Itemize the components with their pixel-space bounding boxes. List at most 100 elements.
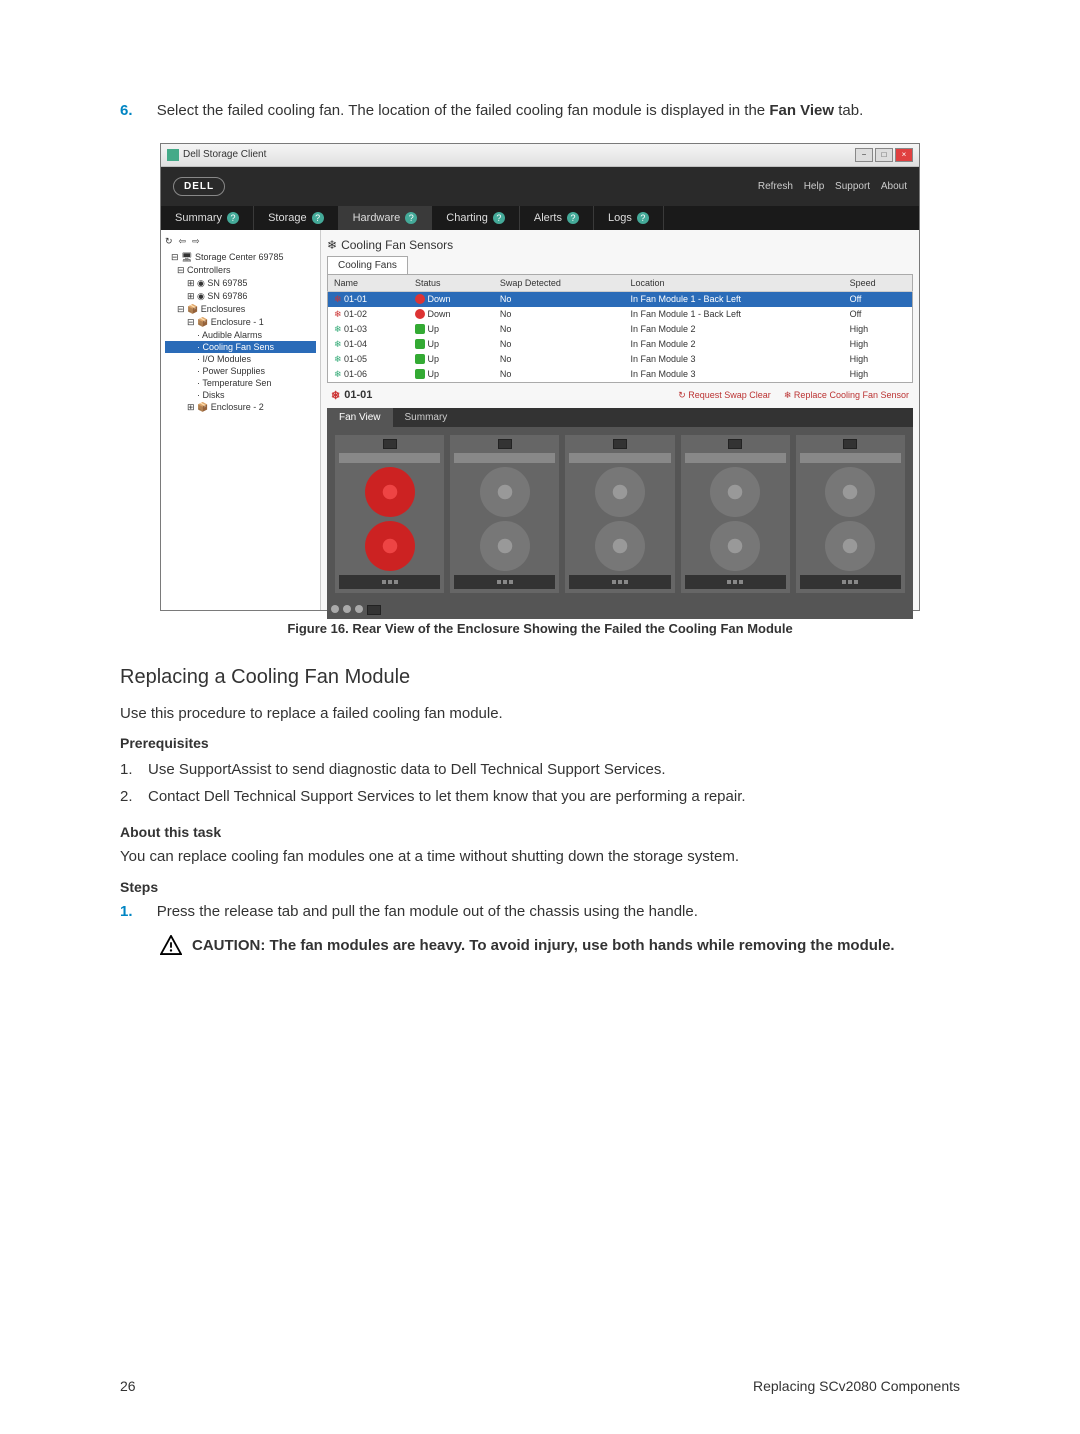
cooling-fan-icon: ❄: [327, 238, 337, 252]
fan-graphic: [327, 427, 913, 601]
prerequisites-list: 1.Use SupportAssist to send diagnostic d…: [120, 757, 960, 810]
caution-icon: [160, 935, 182, 960]
fan-slot: [383, 439, 397, 449]
support-link[interactable]: Support: [835, 181, 870, 192]
step-1-line: 1. Press the release tab and pull the fa…: [120, 901, 960, 924]
fan-slot: [728, 439, 742, 449]
tree-item-disks[interactable]: · Disks: [165, 389, 316, 401]
table-row[interactable]: ❄ 01-04 UpNoIn Fan Module 2High: [328, 337, 913, 352]
fanview-tab-summary[interactable]: Summary: [393, 408, 460, 427]
replace-sensor-link[interactable]: ❄ Replace Cooling Fan Sensor: [784, 390, 909, 400]
minimize-button[interactable]: −: [855, 148, 873, 162]
tab-logs[interactable]: Logs ?: [594, 206, 664, 230]
step-6-text-a: Select the failed cooling fan. The locat…: [157, 102, 770, 119]
fan-module-1: [335, 435, 444, 593]
tree-controllers[interactable]: ⊟ Controllers: [165, 264, 316, 277]
indicator-dot: [343, 605, 351, 613]
step-6-fanview: Fan View: [769, 102, 834, 119]
brand-bar: DELL Refresh Help Support About: [161, 167, 919, 206]
detail-selected-name: 01-01: [344, 389, 372, 401]
tree-controller-2[interactable]: ⊞ ◉ SN 69786: [165, 290, 316, 303]
table-row[interactable]: ❄ 01-02 DownNoIn Fan Module 1 - Back Lef…: [328, 307, 913, 322]
fan-disk: [595, 521, 645, 571]
step-6-text-c: tab.: [834, 102, 863, 119]
fan-module-5: [796, 435, 905, 593]
help-link[interactable]: Help: [804, 181, 825, 192]
prereq-item-2: 2.Contact Dell Technical Support Service…: [120, 784, 960, 811]
fan-disk: [595, 467, 645, 517]
help-icon: ?: [567, 212, 579, 224]
tree-root[interactable]: ⊟ 🖥 Storage Center 69785: [165, 251, 316, 264]
detail-actions: ↻ Request Swap Clear ❄ Replace Cooling F…: [668, 389, 909, 402]
maximize-button[interactable]: □: [875, 148, 893, 162]
indicator-dot: [355, 605, 363, 613]
refresh-link[interactable]: Refresh: [758, 181, 793, 192]
window-title: Dell Storage Client: [183, 149, 266, 160]
fan-module-3: [565, 435, 674, 593]
caution-text: CAUTION: The fan modules are heavy. To a…: [192, 935, 895, 956]
tab-storage[interactable]: Storage ?: [254, 206, 339, 230]
cooling-fans-tab[interactable]: Cooling Fans: [327, 256, 408, 274]
fan-bar: [569, 453, 670, 463]
step-6-number: 6.: [120, 102, 133, 119]
tree-item-cooling-fan-sens[interactable]: · Cooling Fan Sens: [165, 341, 316, 353]
prerequisites-heading: Prerequisites: [120, 735, 960, 751]
refresh-icon[interactable]: ↻: [165, 236, 173, 247]
back-icon[interactable]: ⇦: [179, 236, 187, 247]
tab-summary[interactable]: Summary ?: [161, 206, 254, 230]
caution-block: CAUTION: The fan modules are heavy. To a…: [160, 935, 960, 960]
col-name[interactable]: Name: [328, 274, 409, 291]
fan-slot: [843, 439, 857, 449]
table-row[interactable]: ❄ 01-01 DownNoIn Fan Module 1 - Back Lef…: [328, 291, 913, 307]
forward-icon[interactable]: ⇨: [192, 236, 200, 247]
intro-text: Use this procedure to replace a failed c…: [120, 703, 960, 726]
table-row[interactable]: ❄ 01-03 UpNoIn Fan Module 2High: [328, 322, 913, 337]
request-swap-link[interactable]: ↻ Request Swap Clear: [678, 390, 771, 400]
fan-table: NameStatusSwap DetectedLocationSpeed ❄ 0…: [327, 274, 913, 383]
steps-heading: Steps: [120, 879, 960, 895]
tree-item-temperature-sen[interactable]: · Temperature Sen: [165, 377, 316, 389]
figure-caption: Figure 16. Rear View of the Enclosure Sh…: [120, 621, 960, 636]
step-6-line: 6. Select the failed cooling fan. The lo…: [120, 100, 960, 123]
tree-enclosures[interactable]: ⊟ 📦 Enclosures: [165, 303, 316, 316]
tree-enclosure-2[interactable]: ⊞ 📦 Enclosure - 2: [165, 401, 316, 414]
page-footer: 26 Replacing SCv2080 Components: [120, 1378, 960, 1394]
fan-strip: [800, 575, 901, 589]
fan-strip: [454, 575, 555, 589]
fan-bar: [685, 453, 786, 463]
fan-disk: [825, 521, 875, 571]
tab-hardware[interactable]: Hardware ?: [339, 206, 433, 230]
fan-disk: [480, 521, 530, 571]
col-location[interactable]: Location: [624, 274, 843, 291]
main-tabs: Summary ?Storage ?Hardware ?Charting ?Al…: [161, 206, 919, 230]
tree-item-i/o-modules[interactable]: · I/O Modules: [165, 353, 316, 365]
tree-enclosure-1[interactable]: ⊟ 📦 Enclosure - 1: [165, 316, 316, 329]
table-row[interactable]: ❄ 01-05 UpNoIn Fan Module 3High: [328, 352, 913, 367]
window-controls: − □ ×: [855, 148, 913, 162]
fanview-tab-fan-view[interactable]: Fan View: [327, 408, 393, 427]
bottom-slot: [367, 605, 381, 615]
close-button[interactable]: ×: [895, 148, 913, 162]
brand-links: Refresh Help Support About: [750, 181, 907, 192]
fan-disk: [710, 467, 760, 517]
col-speed[interactable]: Speed: [844, 274, 913, 291]
tree-item-power-supplies[interactable]: · Power Supplies: [165, 365, 316, 377]
col-status[interactable]: Status: [409, 274, 494, 291]
page-number: 26: [120, 1378, 136, 1394]
fan-slot: [498, 439, 512, 449]
table-row[interactable]: ❄ 01-06 UpNoIn Fan Module 3High: [328, 367, 913, 383]
prereq-item-1: 1.Use SupportAssist to send diagnostic d…: [120, 757, 960, 784]
tab-charting[interactable]: Charting ?: [432, 206, 520, 230]
fan-disk: [825, 467, 875, 517]
fan-strip: [685, 575, 786, 589]
bottom-controls: [327, 601, 913, 619]
help-icon: ?: [312, 212, 324, 224]
tab-alerts[interactable]: Alerts ?: [520, 206, 594, 230]
about-text: You can replace cooling fan modules one …: [120, 846, 960, 869]
about-link[interactable]: About: [881, 181, 907, 192]
help-icon: ?: [493, 212, 505, 224]
tree-controller-1[interactable]: ⊞ ◉ SN 69785: [165, 277, 316, 290]
col-swap-detected[interactable]: Swap Detected: [494, 274, 625, 291]
content-area: ↻ ⇦ ⇨ ⊟ 🖥 Storage Center 69785 ⊟ Control…: [161, 230, 919, 610]
tree-item-audible-alarms[interactable]: · Audible Alarms: [165, 329, 316, 341]
